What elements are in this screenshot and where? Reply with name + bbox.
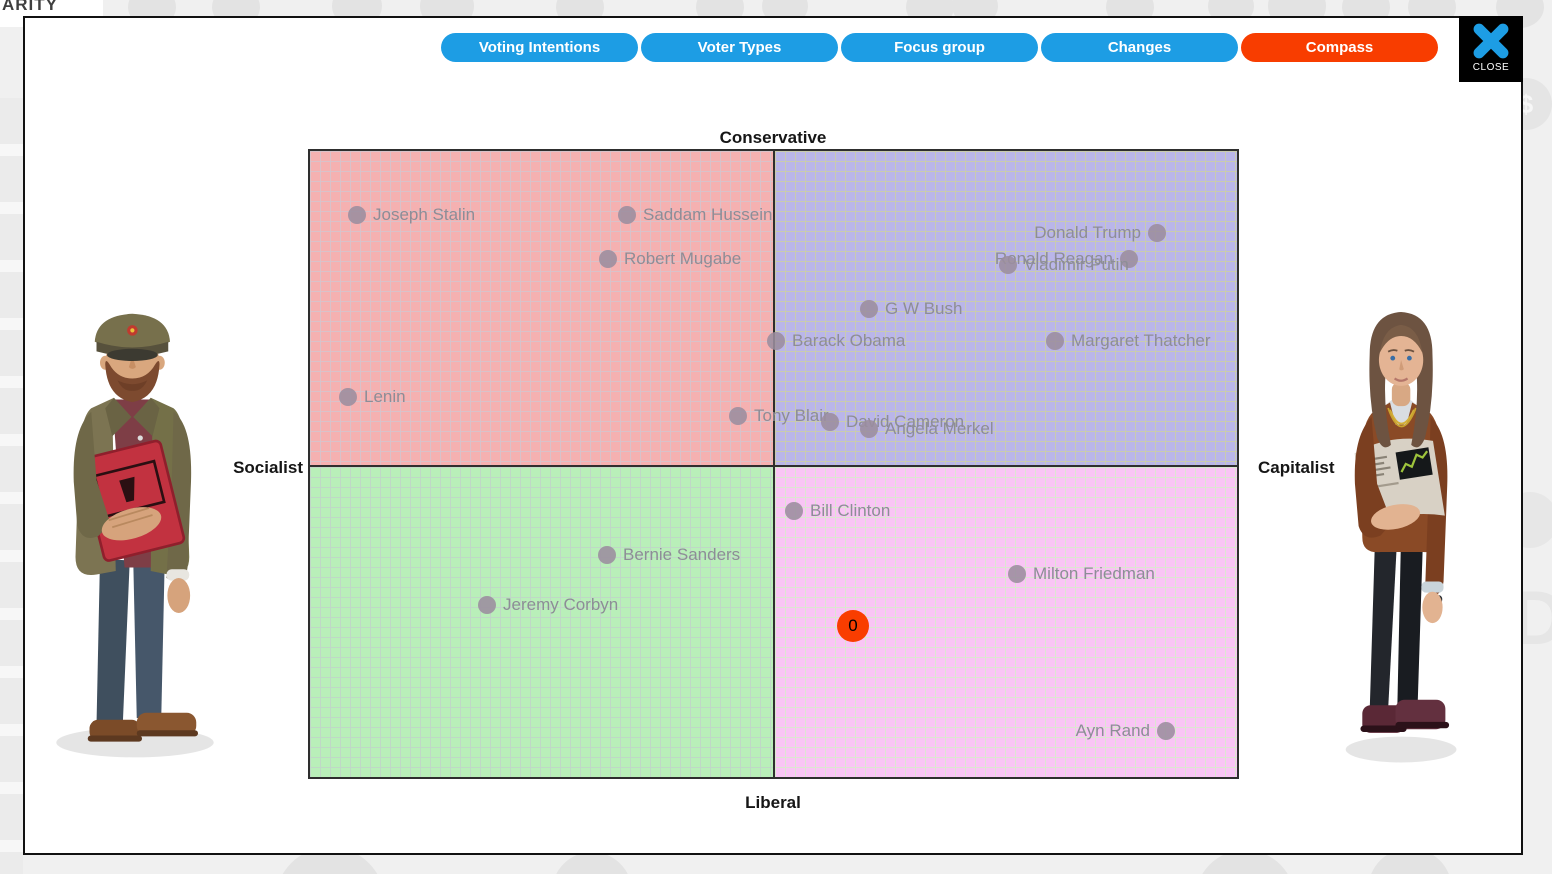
player-marker: 0 bbox=[837, 610, 869, 642]
point-dot bbox=[860, 420, 878, 438]
point-label: Margaret Thatcher bbox=[1071, 331, 1211, 350]
point-label: Saddam Hussein bbox=[643, 205, 773, 224]
point-dot bbox=[599, 250, 617, 268]
point-label: Milton Friedman bbox=[1033, 564, 1155, 583]
compass-modal: Voting Intentions Voter Types Focus grou… bbox=[23, 16, 1523, 855]
point-label: Donald Trump bbox=[1034, 223, 1141, 242]
political-compass-chart: Joseph Stalin Saddam Hussein Robert Mugabe… bbox=[308, 149, 1239, 779]
point-dot bbox=[598, 546, 616, 564]
axis-label-socialist: Socialist bbox=[233, 458, 303, 477]
capitalist-character-illustration bbox=[1345, 312, 1457, 763]
point-dot bbox=[860, 300, 878, 318]
tab-focus-group[interactable]: Focus group bbox=[841, 33, 1038, 62]
point-dot bbox=[729, 407, 747, 425]
tab-compass[interactable]: Compass bbox=[1241, 33, 1438, 62]
point-label: Ronald Reagan bbox=[994, 249, 1113, 268]
point-label: Robert Mugabe bbox=[624, 249, 742, 268]
background-list-strip bbox=[0, 98, 23, 874]
point-dot bbox=[618, 206, 636, 224]
point-dot bbox=[785, 502, 803, 520]
quadrant-socialist-conservative bbox=[310, 151, 773, 465]
point-dot bbox=[999, 256, 1017, 274]
axis-divider-vertical bbox=[773, 151, 775, 777]
tab-voter-types[interactable]: Voter Types bbox=[641, 33, 838, 62]
point-label: G W Bush bbox=[885, 299, 963, 318]
point-dot bbox=[1120, 250, 1138, 268]
axis-label-liberal: Liberal bbox=[745, 793, 801, 812]
tab-bar: Voting Intentions Voter Types Focus grou… bbox=[441, 33, 1438, 62]
point-label: Jeremy Corbyn bbox=[503, 595, 619, 614]
point-label: Bill Clinton bbox=[810, 501, 891, 520]
point-label: Joseph Stalin bbox=[373, 205, 476, 224]
quadrant-socialist-liberal bbox=[310, 467, 773, 777]
axis-divider-horizontal bbox=[310, 465, 1237, 467]
point-dot bbox=[1148, 224, 1166, 242]
point-dot bbox=[1046, 332, 1064, 350]
tab-changes[interactable]: Changes bbox=[1041, 33, 1238, 62]
point-label: Angela Merkel bbox=[885, 419, 994, 438]
close-x-icon bbox=[1473, 23, 1509, 59]
axis-label-capitalist: Capitalist bbox=[1258, 458, 1335, 477]
point-label: Bernie Sanders bbox=[623, 545, 741, 564]
tab-voting-intentions[interactable]: Voting Intentions bbox=[441, 33, 638, 62]
socialist-character-illustration bbox=[56, 313, 214, 758]
point-dot bbox=[767, 332, 785, 350]
background-icon bbox=[552, 852, 632, 874]
point-dot bbox=[339, 388, 357, 406]
quadrant-capitalist-conservative bbox=[775, 151, 1237, 465]
compass-points: Joseph Stalin Saddam Hussein Robert Mugabe… bbox=[310, 151, 1237, 777]
point-label: Tony Blair bbox=[754, 406, 829, 425]
point-dot bbox=[1008, 565, 1026, 583]
axis-label-conservative: Conservative bbox=[719, 128, 827, 147]
point-label: Lenin bbox=[364, 387, 406, 406]
point-dot bbox=[478, 596, 496, 614]
point-label: Vladimir Putin bbox=[1024, 255, 1129, 274]
close-label: CLOSE bbox=[1472, 62, 1510, 73]
point-dot bbox=[348, 206, 366, 224]
point-label: Barack Obama bbox=[792, 331, 906, 350]
point-label: Ayn Rand bbox=[1075, 721, 1150, 740]
close-button[interactable]: CLOSE bbox=[1459, 16, 1523, 82]
point-dot bbox=[821, 413, 839, 431]
point-dot bbox=[1157, 722, 1175, 740]
